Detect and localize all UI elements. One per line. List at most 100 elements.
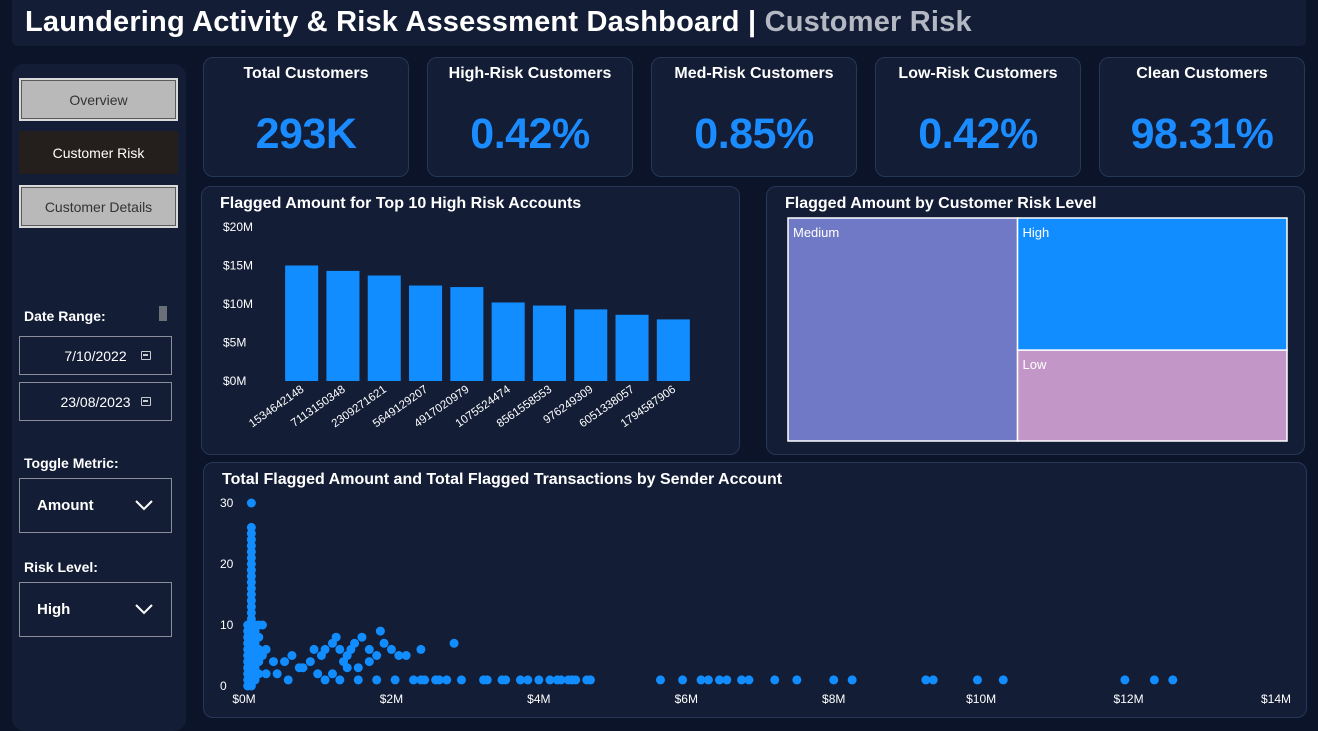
- scatter-point: [456, 675, 466, 685]
- x-tick-label: $2M: [380, 692, 403, 706]
- scatter-point: [372, 675, 382, 685]
- scatter-point: [287, 651, 297, 660]
- kpi-high-risk-customers: High-Risk Customers 0.42%: [427, 57, 633, 177]
- nav-customer-details-button[interactable]: Customer Details: [19, 185, 178, 228]
- kpi-title: Med-Risk Customers: [674, 65, 834, 82]
- kpi-title: Low-Risk Customers: [898, 65, 1058, 82]
- x-tick-label: $4M: [527, 692, 550, 706]
- scatter-point: [571, 675, 581, 685]
- treemap-label: Low: [1023, 357, 1047, 372]
- scatter-point: [442, 675, 452, 685]
- treemap-card: Flagged Amount by Customer Risk Level Me…: [766, 186, 1305, 455]
- scatter-point: [515, 675, 525, 685]
- risk-level-dropdown[interactable]: High: [19, 582, 172, 637]
- y-tick-label: 30: [220, 496, 234, 510]
- scatter-point: [829, 675, 839, 685]
- nav-customer-risk-button[interactable]: Customer Risk: [19, 131, 178, 174]
- scatter-point: [770, 675, 780, 685]
- scatter-point: [409, 675, 419, 685]
- scatter-point: [364, 657, 374, 667]
- treemap-chart: Medium High Low: [787, 217, 1288, 442]
- bar: [367, 275, 401, 381]
- scatter-point: [534, 675, 544, 685]
- scatter-point: [305, 657, 315, 667]
- scatter-point: [386, 644, 396, 654]
- date-slider-handle[interactable]: [159, 306, 167, 321]
- kpi-med-risk-customers: Med-Risk Customers 0.85%: [651, 57, 857, 177]
- kpi-value: 293K: [255, 110, 357, 158]
- scatter-point: [272, 669, 282, 679]
- scatter-point: [261, 669, 271, 679]
- scatter-point: [1168, 675, 1178, 685]
- y-tick-label: 10: [220, 618, 234, 632]
- scatter-point: [928, 675, 938, 685]
- scatter-point: [655, 675, 665, 685]
- scatter-chart: 0 10 20 30 $0M $2M $4M $6M $8M $10M $12M $14M: [220, 496, 1291, 706]
- scatter-chart-title: Total Flagged Amount and Total Flagged T…: [222, 471, 783, 488]
- scatter-point: [320, 675, 330, 685]
- nav-overview-button[interactable]: Overview: [19, 78, 178, 121]
- x-tick-label: $6M: [675, 692, 698, 706]
- scatter-point: [972, 675, 982, 685]
- scatter-point: [246, 681, 256, 691]
- kpi-title: High-Risk Customers: [448, 65, 612, 82]
- kpi-total-customers: Total Customers 293K: [203, 57, 409, 177]
- treemap-title: Flagged Amount by Customer Risk Level: [785, 195, 1097, 212]
- scatter-point: [416, 644, 426, 654]
- date-end-input[interactable]: 23/08/2023: [19, 382, 172, 421]
- x-tick-label: $0M: [232, 692, 255, 706]
- scatter-point: [372, 651, 382, 660]
- bar: [326, 270, 360, 381]
- calendar-icon[interactable]: [141, 351, 151, 360]
- treemap-label: Medium: [793, 225, 839, 240]
- y-tick-label: 0: [220, 679, 227, 693]
- scatter-point: [379, 638, 389, 648]
- calendar-icon[interactable]: [141, 397, 151, 406]
- scatter-point: [556, 675, 566, 685]
- bar: [656, 319, 690, 381]
- bar-chart-title: Flagged Amount for Top 10 High Risk Acco…: [220, 195, 582, 212]
- scatter-point: [309, 644, 319, 654]
- scatter-point: [283, 675, 293, 685]
- y-tick-label: $20M: [223, 220, 253, 234]
- kpi-value: 0.42%: [918, 110, 1038, 158]
- date-end-value: 23/08/2023: [60, 393, 131, 410]
- scatter-point: [482, 675, 492, 685]
- scatter-point: [313, 669, 323, 679]
- scatter-point: [449, 638, 459, 648]
- toggle-metric-dropdown[interactable]: Amount: [19, 478, 172, 533]
- scatter-point: [847, 675, 857, 685]
- x-tick-label: $10M: [966, 692, 996, 706]
- page-title: Laundering Activity & Risk Assessment Da…: [25, 6, 972, 39]
- bar: [409, 285, 443, 381]
- scatter-point: [335, 675, 345, 685]
- scatter-point: [298, 663, 308, 673]
- bar-chart-card: Flagged Amount for Top 10 High Risk Acco…: [201, 186, 740, 455]
- risk-level-value: High: [37, 601, 71, 618]
- kpi-value: 0.42%: [470, 110, 590, 158]
- page-title-main: Laundering Activity & Risk Assessment Da…: [25, 6, 757, 38]
- x-tick-label: $12M: [1114, 692, 1144, 706]
- kpi-value: 98.31%: [1130, 110, 1274, 158]
- bar-chart: $0M$5M$10M$15M$20M1534642148711315034823…: [223, 220, 690, 430]
- page-title-sub: Customer Risk: [764, 6, 972, 38]
- y-tick-label: $15M: [223, 259, 253, 273]
- scatter-point: [744, 675, 754, 685]
- scatter-point: [342, 663, 352, 673]
- date-range-label: Date Range:: [24, 308, 106, 324]
- y-tick-label: $5M: [223, 336, 246, 350]
- scatter-point: [394, 651, 404, 660]
- title-bar: Laundering Activity & Risk Assessment Da…: [12, 0, 1306, 46]
- kpi-clean-customers: Clean Customers 98.31%: [1099, 57, 1305, 177]
- bar: [491, 302, 525, 381]
- bar: [285, 265, 319, 381]
- date-start-value: 7/10/2022: [64, 347, 127, 364]
- scatter-point: [357, 632, 367, 642]
- treemap-tile: [1016, 217, 1288, 351]
- scatter-point: [585, 675, 595, 685]
- scatter-point: [434, 675, 444, 685]
- scatter-point: [696, 675, 706, 685]
- date-start-input[interactable]: 7/10/2022: [19, 336, 172, 375]
- scatter-point: [320, 644, 330, 654]
- scatter-card: Total Flagged Amount and Total Flagged T…: [203, 462, 1307, 718]
